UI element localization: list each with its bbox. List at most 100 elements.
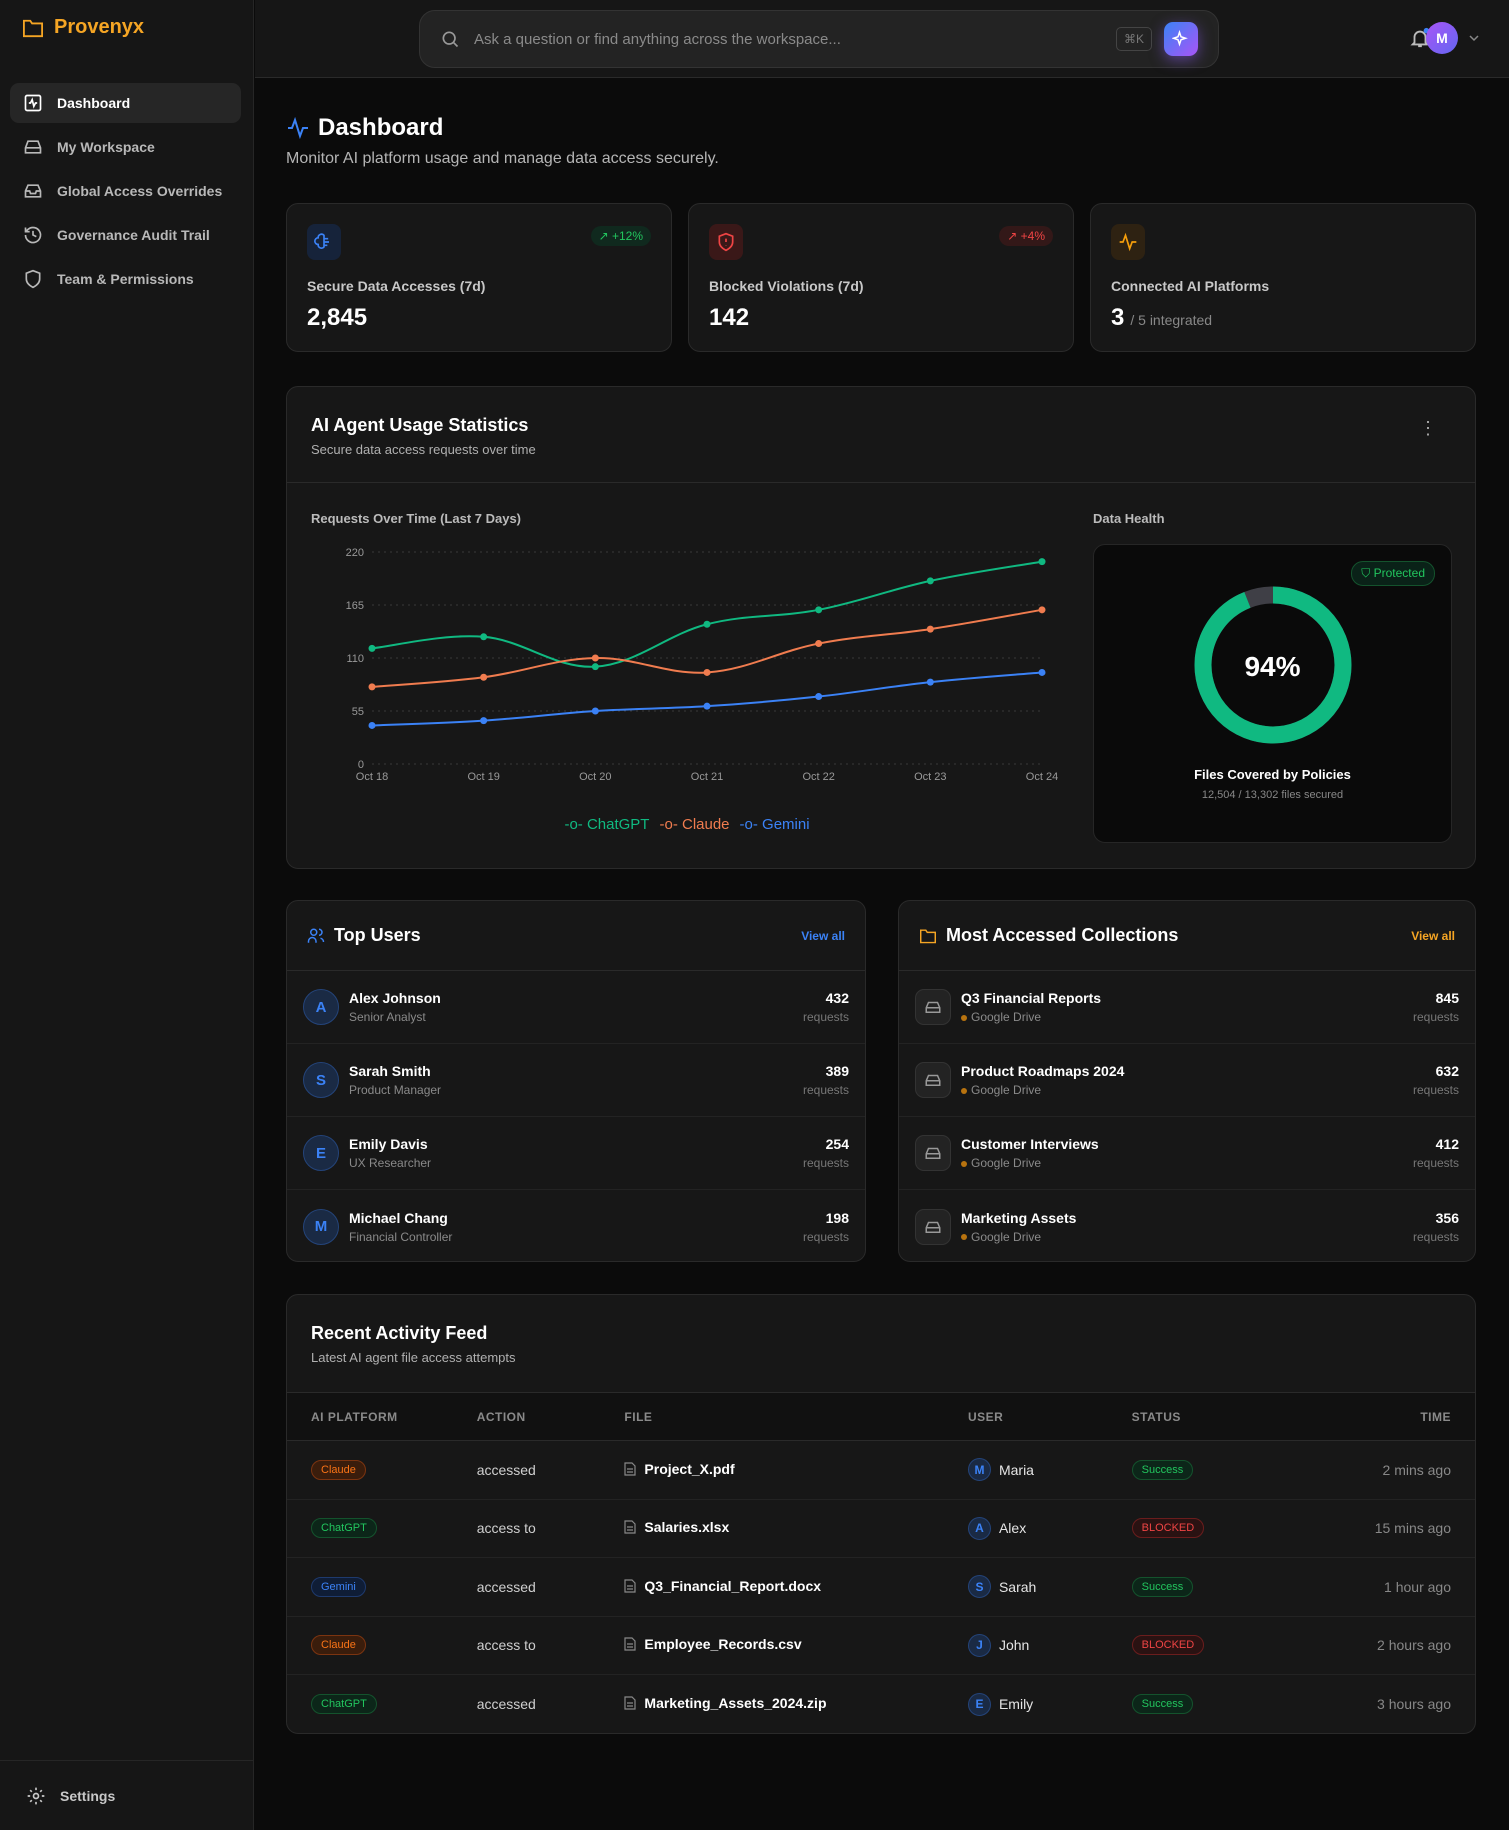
data-point-claude[interactable] [815,640,823,648]
column-header[interactable]: FILE [624,1392,968,1441]
activity-row[interactable]: ChatGPT access to Salaries.xlsx A Alex BL… [287,1499,1475,1558]
settings-button[interactable]: Settings [0,1760,254,1830]
collection-row[interactable]: Q3 Financial Reports Google Drive 845 reque… [899,971,1475,1044]
data-point-gemini[interactable] [815,693,823,701]
sidebar-item-global-access-overrides[interactable]: Global Access Overrides [10,171,241,211]
activity-feed-card: Recent Activity Feed Latest AI agent fil… [286,1294,1476,1734]
x-tick-label: Oct 18 [356,771,388,783]
search-bar[interactable]: ⌘K [419,10,1219,68]
file-name[interactable]: Q3_Financial_Report.docx [644,1577,822,1594]
data-point-claude[interactable] [368,683,376,691]
sparkles-icon [1172,30,1188,47]
collection-name: Q3 Financial Reports [961,990,1102,1006]
y-tick-label: 110 [346,653,364,665]
sidebar-item-team-permissions[interactable]: Team & Permissions [10,259,241,299]
user-name: Alex [998,1520,1027,1537]
file-name[interactable]: Salaries.xlsx [644,1519,730,1536]
data-point-claude[interactable] [480,673,488,681]
request-count: 412 [1435,1136,1459,1152]
users-icon [307,928,325,943]
user-row[interactable]: M Michael Chang Financial Controller 198 req… [287,1190,865,1261]
column-header[interactable]: USER [967,1392,1132,1441]
user-menu[interactable]: M [1426,22,1480,54]
stat-card-connected-platforms: Connected AI Platforms 3 / 5 integrated [1090,203,1476,352]
data-point-gemini[interactable] [1038,668,1046,676]
data-point-claude[interactable] [926,625,934,633]
user-name: Sarah [998,1578,1037,1595]
column-header[interactable]: TIME [1301,1392,1475,1441]
file-name[interactable]: Project_X.pdf [644,1460,735,1477]
activity-row[interactable]: Gemini accessed Q3_Financial_Report.docx… [287,1557,1475,1617]
user-name: Alex Johnson [349,990,441,1006]
top-users-view-all[interactable]: View all [801,928,845,943]
data-point-chatgpt[interactable] [815,606,823,614]
sidebar-item-my-workspace[interactable]: My Workspace [10,127,241,167]
collection-source: Google Drive [971,1083,1042,1097]
coverage-title: Files Covered by Policies [1194,767,1351,782]
app-logo[interactable]: Provenyx [22,16,144,39]
sidebar-item-dashboard[interactable]: Dashboard [10,83,241,123]
column-header[interactable]: ACTION [476,1392,625,1441]
data-point-chatgpt[interactable] [1038,558,1046,566]
hard-drive-icon [915,1208,951,1245]
stat-label: Connected AI Platforms [1111,278,1270,294]
user-role: Senior Analyst [349,1010,426,1024]
user-row[interactable]: A Alex Johnson Senior Analyst 432 requests [287,971,865,1044]
data-point-gemini[interactable] [368,721,376,729]
ai-assistant-button[interactable] [1164,22,1198,56]
settings-label: Settings [60,1787,116,1804]
stat-value: 3 / 5 integrated [1111,304,1212,332]
data-point-gemini[interactable] [480,717,488,725]
collection-row[interactable]: Product Roadmaps 2024 Google Drive 632 requ… [899,1044,1475,1117]
request-count: 632 [1435,1063,1459,1079]
chart-legend: -o- ChatGPT -o- Claude -o- Gemini [287,816,1087,833]
collections-title: Most Accessed Collections [946,925,1179,945]
platform-badge: Claude [311,1459,366,1480]
file-name[interactable]: Employee_Records.csv [644,1636,802,1653]
x-tick-label: Oct 21 [691,771,723,783]
file-name[interactable]: Marketing_Assets_2024.zip [644,1695,827,1711]
legend-item-claude[interactable]: -o- Claude [659,816,730,833]
series-line-gemini [371,671,1043,727]
collections-view-all[interactable]: View all [1411,928,1455,943]
hard-drive-icon [915,1062,951,1098]
data-point-gemini[interactable] [926,678,934,686]
sidebar: Provenyx Dashboard My Workspace Global A… [0,0,254,1830]
collections-card: Most Accessed Collections View all Q3 Fi… [898,900,1476,1262]
top-users-list: A Alex Johnson Senior Analyst 432 requests S S… [287,971,865,1261]
data-point-gemini[interactable] [703,702,711,710]
data-point-claude[interactable] [591,654,599,662]
column-header[interactable]: AI PLATFORM [287,1392,477,1441]
avatar: M [1426,22,1458,54]
user-avatar: M [303,1208,339,1245]
search-input[interactable] [474,30,1116,48]
collection-row[interactable]: Customer Interviews Google Drive 412 reques… [899,1117,1475,1190]
activity-row[interactable]: Claude accessed Project_X.pdf M Maria Suc… [287,1440,1475,1500]
data-point-gemini[interactable] [591,707,599,715]
activity-row[interactable]: ChatGPT accessed Marketing_Assets_2024.z… [287,1675,1475,1734]
user-row[interactable]: S Sarah Smith Product Manager 389 requests [287,1044,865,1117]
legend-item-gemini[interactable]: -o- Gemini [739,816,810,833]
data-point-chatgpt[interactable] [591,663,599,671]
more-options-icon[interactable]: ⋮ [1419,418,1437,438]
data-point-chatgpt[interactable] [480,633,488,641]
activity-square-icon [24,94,42,112]
collection-row[interactable]: Marketing Assets Google Drive 356 requests [899,1190,1475,1261]
request-unit: requests [802,1229,849,1244]
sidebar-item-governance-audit-trail[interactable]: Governance Audit Trail [10,215,241,255]
stat-label: Secure Data Accesses (7d) [307,278,486,294]
column-header[interactable]: STATUS [1131,1392,1302,1441]
data-health-panel: ⛉ Protected 94% Files Covered by Policie… [1093,544,1452,843]
user-row[interactable]: E Emily Davis UX Researcher 254 requests [287,1117,865,1190]
data-point-claude[interactable] [1038,606,1046,614]
data-point-chatgpt[interactable] [703,620,711,628]
user-avatar: J [967,1633,991,1657]
platform-badge: Gemini [311,1576,366,1597]
status-badge: Success [1131,1576,1194,1597]
data-point-chatgpt[interactable] [926,577,934,585]
legend-item-chatgpt[interactable]: -o- ChatGPT [564,816,650,833]
collection-name: Product Roadmaps 2024 [961,1063,1125,1079]
data-point-claude[interactable] [703,668,711,676]
data-point-chatgpt[interactable] [368,644,376,652]
